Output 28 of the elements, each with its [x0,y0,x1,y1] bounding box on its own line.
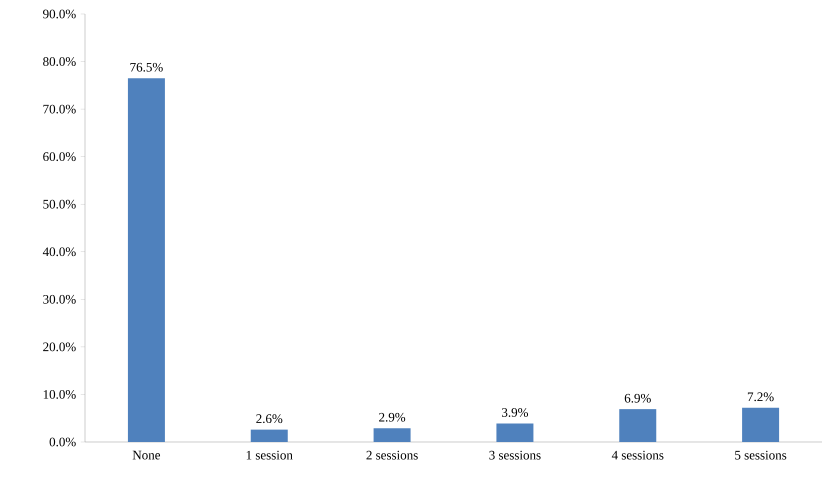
x-tick-label: None [132,450,160,460]
y-tick-label: 70.0% [43,104,76,114]
x-tick-label: 3 sessions [489,450,541,460]
bar [374,428,411,442]
y-tick-label: 10.0% [44,390,76,399]
data-label: 6.9% [624,394,651,403]
bar [619,409,656,442]
y-tick-label: 30.0% [43,294,76,304]
data-label: 2.6% [256,414,282,424]
y-tick-label: 40.0% [42,247,76,256]
bar [250,430,288,442]
bar [128,78,165,442]
data-label: 3.9% [502,408,528,417]
x-tick-label: 5 sessions [735,450,786,460]
y-tick-label: 90.0% [43,10,76,18]
x-tick-label: 1 session [246,450,293,460]
x-tick-label: 4 sessions [612,450,664,460]
data-label: 7.2% [748,392,774,402]
bar [496,423,534,442]
data-label: 76.5% [130,62,163,72]
y-tick-label: 80.0% [43,57,76,66]
y-tick-label: 0.0% [50,438,76,446]
bar [742,408,780,442]
y-tick-label: 50.0% [43,200,76,209]
x-tick-label: 2 sessions [366,450,418,460]
data-label: 2.9% [379,412,406,422]
y-tick-label: 20.0% [43,342,76,352]
y-tick-label: 60.0% [43,152,76,162]
